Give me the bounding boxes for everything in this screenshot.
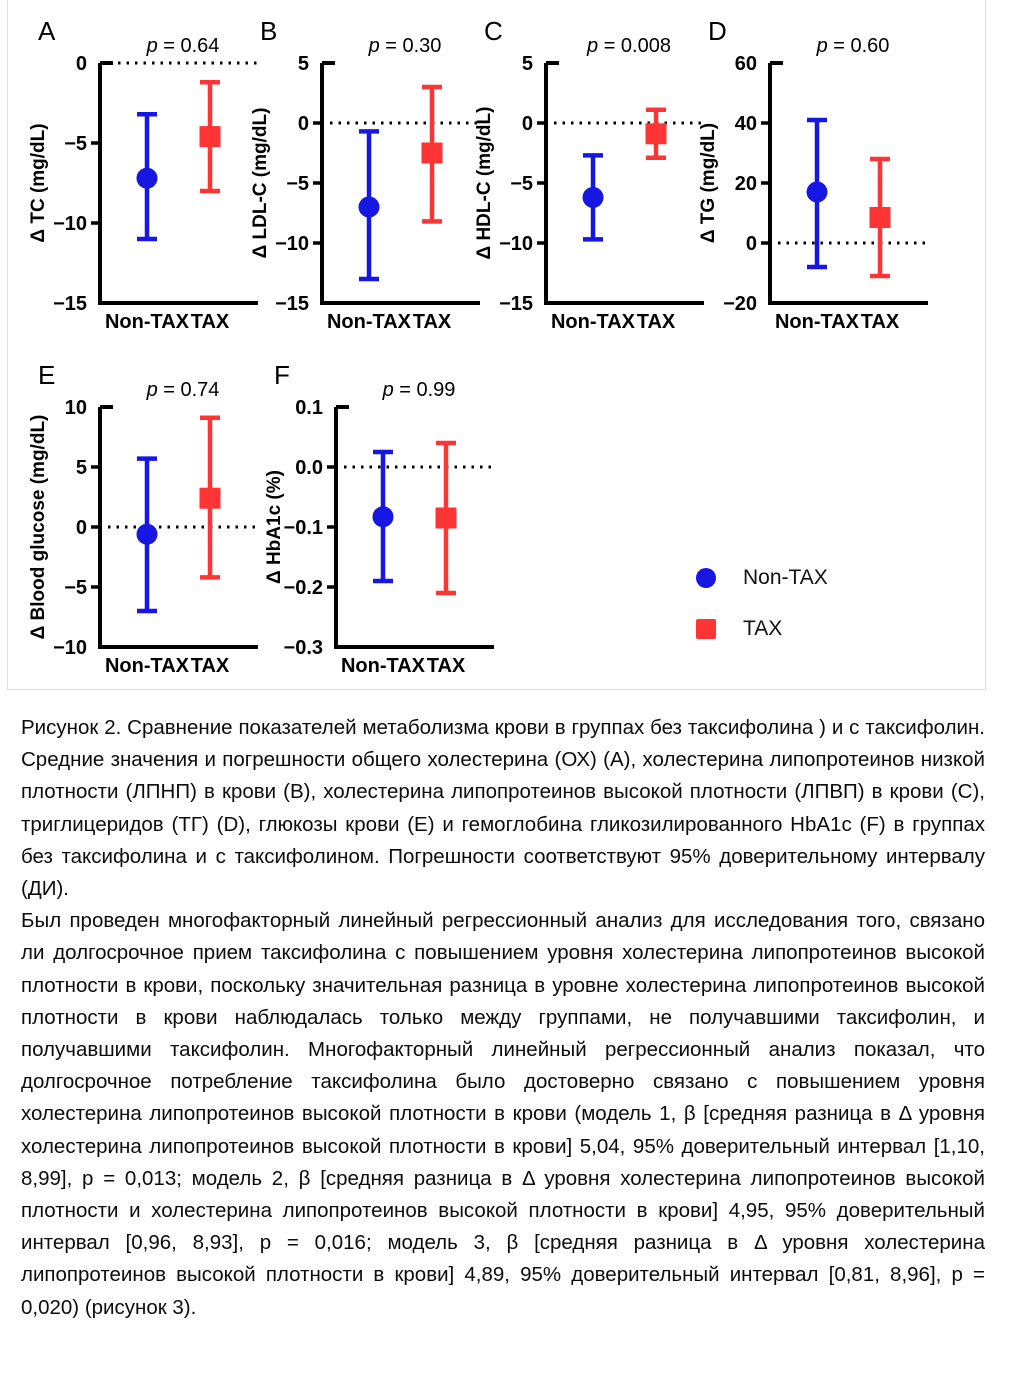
figure-border: [7, 0, 986, 690]
svg-text:0: 0: [746, 233, 757, 255]
square-marker-icon: [696, 619, 716, 639]
svg-text:Non-TAX: Non-TAX: [775, 311, 860, 333]
legend-label-non-tax: Non-TAX: [743, 566, 828, 589]
svg-text:−20: −20: [723, 293, 757, 315]
svg-text:−10: −10: [499, 233, 533, 255]
svg-text:TAX: TAX: [427, 655, 466, 677]
svg-text:0: 0: [522, 113, 533, 135]
legend-item-non-tax: Non-TAX: [696, 566, 828, 590]
svg-text:p = 0.60: p = 0.60: [816, 35, 890, 57]
svg-text:−10: −10: [53, 213, 87, 235]
svg-text:−0.3: −0.3: [284, 637, 323, 659]
legend-label-tax: TAX: [743, 617, 783, 640]
circle-marker-icon: [696, 568, 716, 588]
svg-text:Non-TAX: Non-TAX: [105, 311, 190, 333]
svg-text:40: 40: [735, 113, 757, 135]
svg-text:TAX: TAX: [413, 311, 452, 333]
svg-text:A: A: [38, 16, 56, 46]
svg-text:p = 0.99: p = 0.99: [382, 379, 456, 401]
svg-text:Δ HbA1c (%): Δ HbA1c (%): [264, 470, 285, 584]
svg-text:TAX: TAX: [191, 655, 230, 677]
svg-text:0.1: 0.1: [295, 397, 323, 419]
svg-text:Δ TC (mg/dL): Δ TC (mg/dL): [28, 123, 49, 242]
svg-text:p = 0.008: p = 0.008: [586, 35, 671, 57]
svg-text:F: F: [274, 360, 290, 390]
svg-text:Non-TAX: Non-TAX: [327, 311, 412, 333]
svg-text:B: B: [260, 16, 277, 46]
svg-text:−15: −15: [499, 293, 533, 315]
figure-caption: Рисунок 2. Сравнение показателей метабол…: [21, 712, 985, 1324]
svg-text:0.0: 0.0: [295, 457, 323, 479]
svg-text:0: 0: [298, 113, 309, 135]
svg-text:10: 10: [65, 397, 87, 419]
svg-text:Δ HDL-C (mg/dL): Δ HDL-C (mg/dL): [474, 107, 495, 260]
svg-text:p = 0.30: p = 0.30: [368, 35, 442, 57]
legend-item-tax: TAX: [696, 617, 828, 641]
svg-text:0: 0: [76, 517, 87, 539]
svg-text:TAX: TAX: [191, 311, 230, 333]
svg-text:−5: −5: [64, 133, 87, 155]
svg-text:Non-TAX: Non-TAX: [105, 655, 190, 677]
legend: Non-TAX TAX: [696, 566, 828, 668]
svg-text:−0.2: −0.2: [284, 577, 323, 599]
svg-text:p = 0.64: p = 0.64: [146, 35, 220, 57]
svg-text:5: 5: [76, 457, 87, 479]
svg-text:D: D: [708, 16, 727, 46]
caption-paragraph-2: Был проведен многофакторный линейный рег…: [21, 909, 985, 1319]
svg-text:Δ LDL-C (mg/dL): Δ LDL-C (mg/dL): [250, 108, 271, 259]
svg-text:5: 5: [298, 53, 309, 75]
svg-text:−5: −5: [286, 173, 309, 195]
svg-text:Δ Blood glucose (mg/dL): Δ Blood glucose (mg/dL): [28, 415, 49, 640]
svg-text:5: 5: [522, 53, 533, 75]
svg-text:60: 60: [735, 53, 757, 75]
svg-text:p = 0.74: p = 0.74: [146, 379, 220, 401]
svg-text:Non-TAX: Non-TAX: [341, 655, 426, 677]
svg-text:C: C: [484, 16, 503, 46]
svg-text:TAX: TAX: [861, 311, 900, 333]
svg-text:20: 20: [735, 173, 757, 195]
svg-text:0: 0: [76, 53, 87, 75]
svg-text:−10: −10: [275, 233, 309, 255]
svg-text:E: E: [38, 360, 55, 390]
svg-text:−15: −15: [53, 293, 87, 315]
svg-text:−15: −15: [275, 293, 309, 315]
svg-text:−5: −5: [510, 173, 533, 195]
svg-text:Non-TAX: Non-TAX: [551, 311, 636, 333]
svg-text:−0.1: −0.1: [284, 517, 323, 539]
svg-text:Δ TG (mg/dL): Δ TG (mg/dL): [698, 123, 719, 243]
caption-paragraph-1: Рисунок 2. Сравнение показателей метабол…: [21, 716, 985, 901]
svg-text:TAX: TAX: [637, 311, 676, 333]
svg-text:−5: −5: [64, 577, 87, 599]
svg-text:−10: −10: [53, 637, 87, 659]
